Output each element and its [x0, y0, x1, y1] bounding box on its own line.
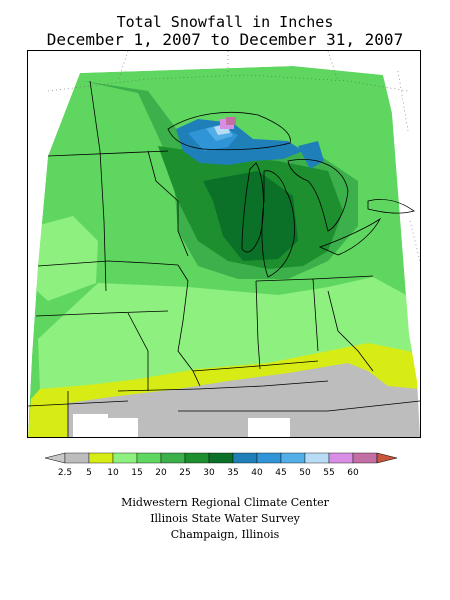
map-title: Total Snowfall in Inches [116, 13, 334, 31]
snow-zone-60 [226, 117, 236, 125]
legend-swatch [112, 452, 138, 464]
credit-line-1: Midwestern Regional Climate Center [121, 496, 329, 509]
no-data-patch [248, 418, 290, 437]
no-data-patch [106, 418, 138, 437]
legend-tick-label: 60 [347, 468, 359, 478]
legend-min-arrow [44, 452, 66, 464]
legend-tick-label: 35 [227, 468, 238, 478]
legend-swatch [136, 452, 162, 464]
snow-zone-30 [203, 171, 298, 261]
graticule [47, 51, 420, 262]
legend-tick-label: 45 [275, 468, 286, 478]
legend-tick-label: 40 [251, 468, 263, 478]
legend-swatch [208, 452, 234, 464]
legend-swatch [232, 452, 258, 464]
legend-tick-label: 20 [155, 468, 167, 478]
snow-zone-10-west [36, 216, 98, 301]
color-legend: 2.5 5 10 15 20 25 30 35 40 45 50 55 60 [44, 452, 398, 478]
legend-swatch [352, 452, 378, 464]
legend-swatch [304, 452, 330, 464]
state-borders [28, 80, 420, 437]
legend-swatch [256, 452, 282, 464]
legend-swatch [88, 452, 114, 464]
snow-zone-2-5 [68, 363, 420, 437]
great-lakes [167, 111, 415, 256]
legend-tick-label: 55 [323, 468, 334, 478]
no-data-patch [73, 414, 108, 437]
legend-tick-label: 30 [203, 468, 215, 478]
projection-edge-left [28, 51, 80, 437]
legend-swatch [184, 452, 210, 464]
michigan-outline [261, 170, 295, 278]
projection-edge-top [80, 51, 383, 75]
legend-tick-label: 10 [107, 468, 119, 478]
projection-edge-right [383, 51, 420, 437]
legend-tick-label: 50 [299, 468, 311, 478]
credit-line-2: Illinois State Water Survey [150, 512, 300, 525]
legend-max-arrow [376, 452, 398, 464]
map-subtitle: December 1, 2007 to December 31, 2007 [46, 30, 404, 49]
snowfall-map [27, 50, 421, 438]
legend-swatch [64, 452, 90, 464]
legend-tick-label: 5 [86, 468, 92, 478]
legend-swatch [160, 452, 186, 464]
legend-tick-label: 15 [131, 468, 142, 478]
legend-swatch [280, 452, 306, 464]
snow-zone-35-michigan [298, 141, 324, 169]
snow-zone-10 [38, 277, 414, 391]
legend-tick-label: 25 [179, 468, 190, 478]
credit-line-3: Champaign, Illinois [170, 528, 280, 541]
legend-swatch [328, 452, 354, 464]
legend-tick-label: 2.5 [58, 468, 72, 478]
